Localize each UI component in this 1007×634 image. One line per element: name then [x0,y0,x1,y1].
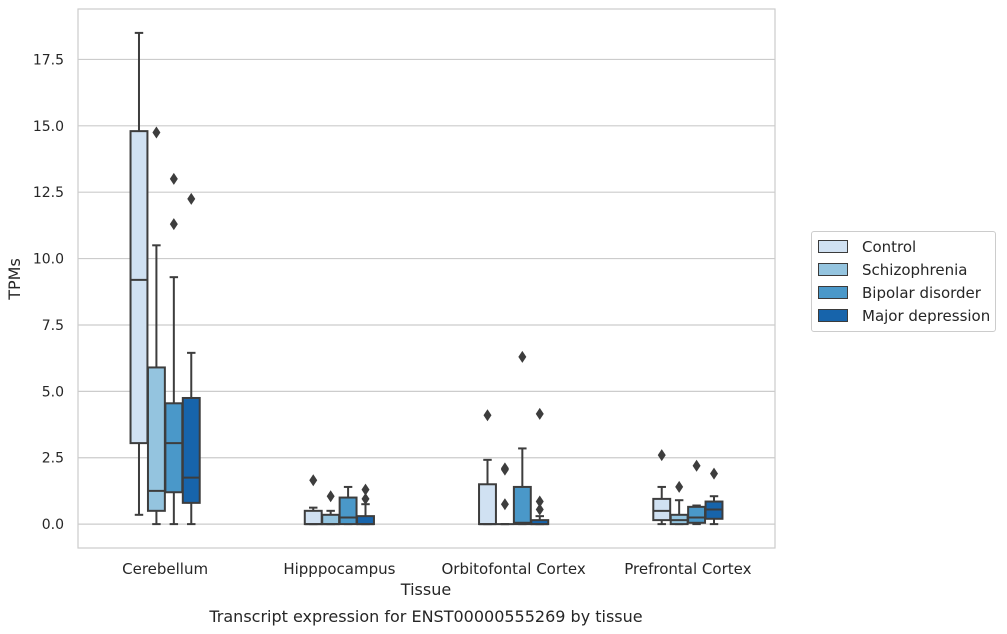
outlier-point [535,503,544,516]
legend-label: Schizophrenia [862,260,968,279]
box-iqr [478,483,497,526]
outlier-point [361,492,370,505]
box-iqr [321,513,341,526]
x-tick-labels: Cerebellum Hipppocampus Orbitofontal Corte… [122,560,751,578]
y-tick-labels: 0.0 2.5 5.0 7.5 10.0 12.5 15.0 17.5 [33,52,64,533]
box-3-2 [687,504,707,526]
box-iqr [652,497,672,522]
flier-layer [152,126,719,516]
box-iqr [129,130,149,445]
legend-item: Control [812,235,995,258]
y-tick-label: 12.5 [33,185,64,201]
box-iqr [338,496,358,526]
outlier-point [169,218,178,231]
outlier-point [309,474,318,487]
outlier-point [535,407,544,420]
y-axis-label: TPMs [5,258,24,301]
outlier-point [483,409,492,422]
box-0-1 [146,244,166,526]
legend-swatch [818,286,848,299]
box-1-2 [338,485,358,526]
outlier-point [326,490,335,503]
box-3-1 [669,499,689,526]
legend: Control Schizophrenia Bipolar disorder Majo… [811,231,996,332]
box-iqr [146,366,166,512]
outlier-point [361,483,370,496]
outlier-point [710,467,719,480]
y-tick-label: 0.0 [42,517,64,533]
box-2-3 [530,515,550,526]
box-2-0 [478,458,497,526]
box-3-0 [652,485,672,526]
outlier-point [535,495,544,508]
x-axis-label: Tissue [400,580,451,599]
outlier-point [657,449,666,462]
x-tick-label: Cerebellum [122,560,208,578]
x-tick-label: Prefrontal Cortex [624,560,751,578]
y-tick-label: 5.0 [42,384,64,400]
box-3-3 [704,495,724,526]
legend-label: Control [862,237,917,256]
box-layer [129,31,724,526]
outlier-point [500,498,509,511]
legend-swatch [818,309,848,322]
box-iqr [181,396,201,504]
outlier-point [518,350,527,363]
y-tick-label: 2.5 [42,451,64,467]
legend-swatch [818,240,848,253]
plot-frame [77,8,776,549]
outlier-point [187,192,196,205]
box-iqr [164,402,184,494]
box-0-2 [164,276,184,526]
outlier-point [692,459,701,472]
outlier-point [500,462,509,475]
box-iqr [303,509,323,526]
box-0-0 [129,31,149,516]
outlier-point [152,126,161,139]
outlier-point [675,480,684,493]
legend-item: Major depression [812,304,995,327]
box-0-3 [181,351,201,526]
outlier-point [169,172,178,185]
legend-item: Schizophrenia [812,258,995,281]
legend-label: Bipolar disorder [862,283,981,302]
x-tick-label: Hipppocampus [283,560,395,578]
box-1-0 [303,506,323,526]
box-2-2 [512,447,532,526]
legend-swatch [818,263,848,276]
box-iqr [356,515,375,526]
chart-title: Transcript expression for ENST0000055526… [208,607,642,626]
legend-label: Major depression [862,306,991,325]
y-tick-label: 17.5 [33,52,64,68]
y-tick-label: 15.0 [33,119,64,135]
legend-item: Bipolar disorder [812,281,995,304]
y-tick-label: 7.5 [42,318,64,334]
x-tick-label: Orbitofontal Cortex [442,560,586,578]
box-1-1 [321,509,341,526]
box-iqr [512,485,532,526]
box-1-3 [356,503,375,526]
box-iqr [687,505,707,524]
y-tick-label: 10.0 [33,252,64,268]
